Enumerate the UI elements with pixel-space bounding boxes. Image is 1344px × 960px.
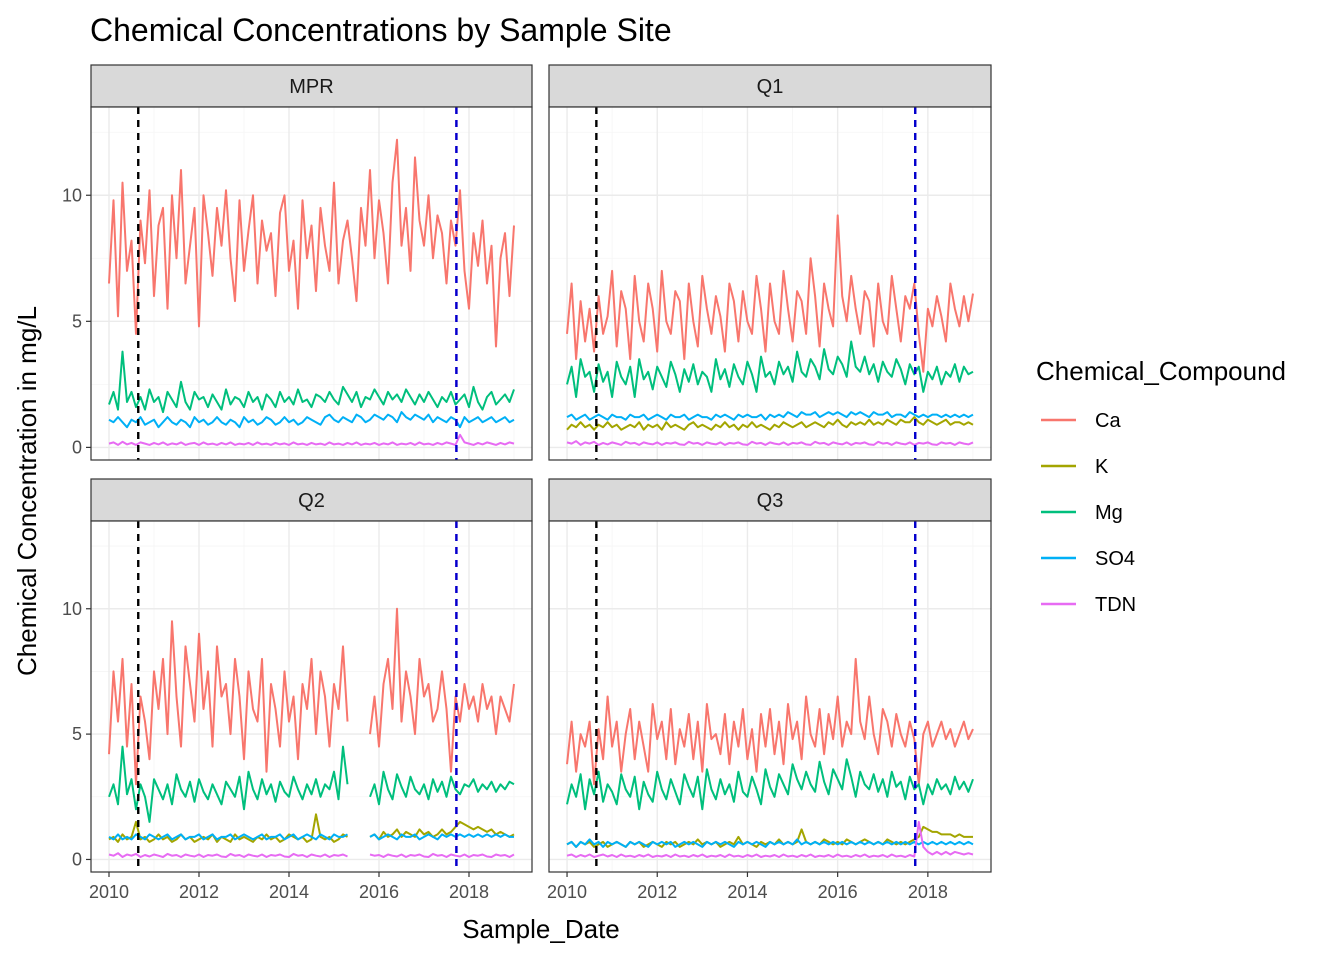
legend-item-so4: SO4 — [1041, 548, 1135, 570]
series-line-tdn — [108, 433, 515, 446]
facet-q2: Q2 0 5 10 2010 2012 2014 2016 2018 — [62, 478, 533, 902]
legend-label: K — [1095, 456, 1109, 478]
series-line-so4 — [108, 411, 515, 429]
series-line-k — [108, 813, 515, 843]
series-line-mg — [108, 350, 515, 414]
y-tick-label: 10 — [62, 599, 82, 619]
x-tick-label: 2012 — [637, 882, 677, 902]
grid — [549, 521, 991, 872]
series-group — [108, 607, 515, 858]
x-tick-label: 2010 — [547, 882, 587, 902]
series-line-tdn — [566, 820, 974, 858]
series-line-ca — [566, 214, 974, 373]
x-tick-label: 2016 — [359, 882, 399, 902]
series-line-mg — [108, 745, 515, 823]
grid — [549, 107, 991, 460]
y-tick-label: 5 — [72, 724, 82, 744]
series-line-ca — [566, 657, 974, 786]
legend-label: Ca — [1095, 410, 1121, 432]
series-line-so4 — [108, 833, 514, 841]
y-tick-label: 0 — [72, 849, 82, 869]
panel-border — [548, 520, 992, 873]
series-group — [108, 138, 515, 446]
series-line-ca — [108, 607, 515, 786]
panel-background — [549, 521, 991, 872]
chart-title: Chemical Concentrations by Sample Site — [90, 12, 672, 48]
x-tick-label: 2018 — [908, 882, 948, 902]
legend-label: TDN — [1095, 594, 1136, 616]
legend-label: SO4 — [1095, 548, 1135, 570]
legend: Chemical_Compound Ca K Mg SO4 TDN — [1036, 356, 1286, 616]
x-tick-label: 2016 — [818, 882, 858, 902]
facet-strip — [548, 478, 992, 522]
panel-border — [548, 106, 992, 461]
x-tick-label: 2018 — [449, 882, 489, 902]
facet-mpr: MPR 0 5 10 — [62, 64, 533, 461]
legend-item-k: K — [1041, 456, 1109, 478]
x-tick-label: 2012 — [179, 882, 219, 902]
legend-label: Mg — [1095, 502, 1123, 524]
facet-panels: MPR 0 5 10 Q1 Q2 0 5 10 2010 2012 2014 2016 2018 Q3 201… — [62, 64, 992, 902]
series-line-so4 — [566, 838, 974, 848]
panel-border — [90, 520, 533, 873]
x-tick-label: 2014 — [269, 882, 309, 902]
y-axis-title: Chemical Concentration in mg/L — [12, 306, 42, 676]
facet-q1: Q1 — [548, 64, 992, 461]
x-tick-label: 2014 — [727, 882, 767, 902]
facet-strip-label: Q3 — [757, 490, 784, 512]
series-line-so4 — [566, 411, 974, 421]
series-group — [566, 214, 974, 446]
series-line-k — [566, 416, 974, 431]
panel-border — [90, 106, 533, 461]
facet-strip-label: MPR — [289, 76, 333, 98]
y-tick-label: 10 — [62, 185, 82, 205]
legend-item-tdn: TDN — [1041, 594, 1136, 616]
legend-title: Chemical_Compound — [1036, 356, 1286, 386]
y-tick-label: 0 — [72, 437, 82, 457]
x-axis-title: Sample_Date — [462, 914, 620, 944]
series-line-mg — [566, 340, 974, 398]
series-line-mg — [566, 758, 974, 811]
series-line-ca — [108, 138, 515, 348]
facet-q3: Q3 2010 2012 2014 2016 2018 — [547, 478, 992, 902]
facet-strip — [90, 478, 533, 522]
y-tick-label: 5 — [72, 311, 82, 331]
series-group — [566, 657, 974, 858]
x-tick-label: 2010 — [89, 882, 129, 902]
facet-strip — [90, 64, 533, 108]
facet-strip-label: Q2 — [298, 490, 325, 512]
legend-item-mg: Mg — [1041, 502, 1123, 524]
legend-item-ca: Ca — [1041, 410, 1121, 432]
facet-strip-label: Q1 — [757, 76, 784, 98]
facet-strip — [548, 64, 992, 108]
series-line-tdn — [108, 852, 515, 858]
series-line-tdn — [566, 440, 974, 446]
